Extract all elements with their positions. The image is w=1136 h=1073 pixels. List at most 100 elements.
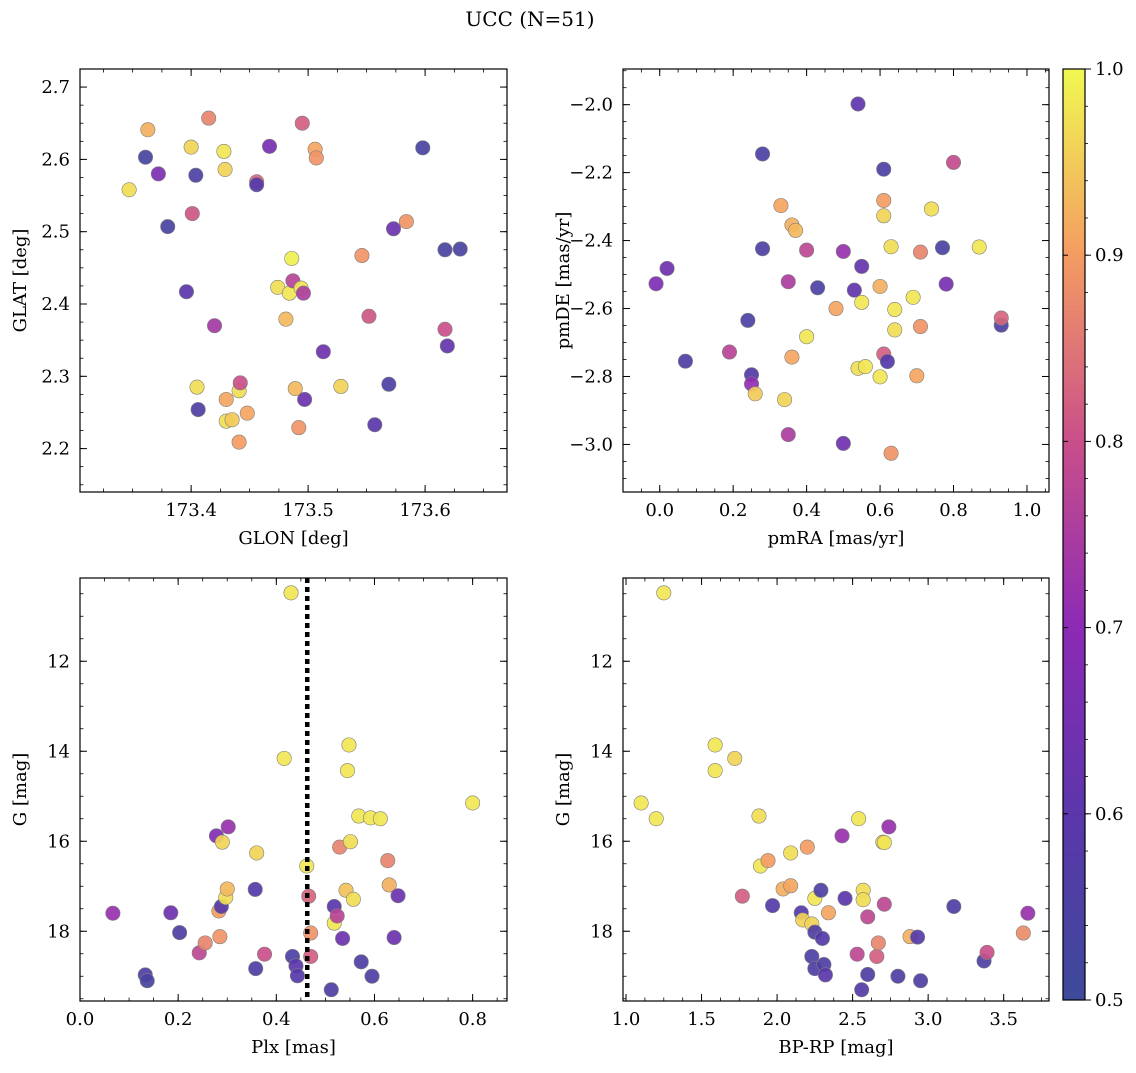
axes-frame bbox=[79, 68, 508, 493]
panel-pmra-pmde: 0.0 0.2 0.4 0.6 0.8 1.0 −3.0 −2.8 −2.6 −2.4 −2.2 −2… bbox=[553, 68, 1050, 549]
x-tick-label: 0.0 bbox=[645, 500, 674, 521]
data-point bbox=[835, 435, 851, 451]
data-point bbox=[308, 150, 324, 166]
colorbar-tick-label: 0.9 bbox=[1095, 245, 1124, 266]
data-point bbox=[854, 294, 870, 310]
data-point bbox=[121, 182, 137, 198]
data-point bbox=[297, 391, 313, 407]
data-point bbox=[329, 908, 345, 924]
data-point bbox=[648, 811, 664, 827]
data-point bbox=[353, 954, 369, 970]
data-point bbox=[813, 882, 829, 898]
data-point bbox=[341, 737, 357, 753]
data-point bbox=[257, 946, 273, 962]
scatter-points bbox=[121, 110, 468, 450]
data-point bbox=[178, 284, 194, 300]
x-tick-label: 2.5 bbox=[838, 1009, 867, 1030]
x-tick-label: 173.6 bbox=[399, 500, 451, 521]
data-point bbox=[777, 392, 793, 408]
data-point bbox=[342, 834, 358, 850]
data-point bbox=[139, 973, 155, 989]
data-point bbox=[835, 243, 851, 259]
y-axis-label: GLAT [deg] bbox=[10, 229, 31, 333]
y-tick-label: 18 bbox=[47, 921, 70, 942]
data-point bbox=[677, 353, 693, 369]
data-point bbox=[184, 206, 200, 222]
data-point bbox=[734, 888, 750, 904]
data-point bbox=[755, 241, 771, 257]
data-point bbox=[780, 274, 796, 290]
data-point bbox=[846, 282, 862, 298]
data-point bbox=[372, 811, 388, 827]
data-point bbox=[212, 929, 228, 945]
y-tick-label: 12 bbox=[47, 651, 70, 672]
data-point bbox=[659, 260, 675, 276]
data-point bbox=[834, 828, 850, 844]
data-point bbox=[1020, 905, 1036, 921]
scatter-points bbox=[648, 96, 1009, 461]
data-point bbox=[465, 795, 481, 811]
data-point bbox=[946, 898, 962, 914]
data-point bbox=[912, 244, 928, 260]
data-point bbox=[870, 935, 886, 951]
data-point bbox=[437, 321, 453, 337]
data-point bbox=[361, 308, 377, 324]
data-point bbox=[339, 763, 355, 779]
data-point bbox=[747, 386, 763, 402]
data-point bbox=[876, 835, 892, 851]
data-point bbox=[287, 381, 303, 397]
data-point bbox=[381, 877, 397, 893]
x-tick-label: 0.4 bbox=[792, 500, 821, 521]
data-point bbox=[1015, 925, 1031, 941]
data-point bbox=[207, 318, 223, 334]
x-axis-label: BP-RP [mag] bbox=[778, 1037, 893, 1058]
colorbar-tick-label: 0.5 bbox=[1095, 990, 1124, 1011]
x-tick-label: 1.0 bbox=[1013, 500, 1042, 521]
x-tick-label: 0.8 bbox=[939, 500, 968, 521]
x-tick-label: 0.8 bbox=[458, 1009, 487, 1030]
y-axis-label: G [mag] bbox=[10, 753, 31, 826]
data-point bbox=[890, 968, 906, 984]
data-point bbox=[239, 405, 255, 421]
data-point bbox=[740, 312, 756, 328]
figure-title: UCC (N=51) bbox=[465, 7, 594, 31]
y-tick-label: −2.2 bbox=[569, 163, 613, 184]
data-point bbox=[648, 276, 664, 292]
y-tick-label: 2.7 bbox=[41, 77, 70, 98]
data-point bbox=[855, 892, 871, 908]
data-point bbox=[755, 146, 771, 162]
data-point bbox=[163, 905, 179, 921]
data-point bbox=[814, 930, 830, 946]
data-point bbox=[415, 140, 431, 156]
data-point bbox=[278, 311, 294, 327]
data-point bbox=[799, 839, 815, 855]
colorbar-tick-label: 0.8 bbox=[1095, 431, 1124, 452]
data-point bbox=[323, 982, 339, 998]
x-tick-label: 2.0 bbox=[763, 1009, 792, 1030]
x-tick-label: 1.5 bbox=[687, 1009, 716, 1030]
data-point bbox=[294, 115, 310, 131]
data-point bbox=[854, 258, 870, 274]
data-point bbox=[138, 149, 154, 165]
data-point bbox=[367, 417, 383, 433]
x-tick-label: 173.4 bbox=[165, 500, 217, 521]
y-tick-label: 2.6 bbox=[41, 149, 70, 170]
y-tick-label: −2.0 bbox=[569, 95, 613, 116]
data-point bbox=[783, 845, 799, 861]
data-point bbox=[380, 853, 396, 869]
x-tick-label: 0.2 bbox=[719, 500, 748, 521]
colorbar: 0.5 0.6 0.7 0.8 0.9 1.0 bbox=[1062, 59, 1124, 1011]
data-point bbox=[354, 248, 370, 264]
data-point bbox=[780, 427, 796, 443]
data-point bbox=[105, 905, 121, 921]
data-point bbox=[172, 925, 188, 941]
data-point bbox=[295, 285, 311, 301]
data-point bbox=[390, 888, 406, 904]
data-point bbox=[799, 242, 815, 258]
data-point bbox=[707, 737, 723, 753]
data-point bbox=[386, 930, 402, 946]
axes-frame bbox=[79, 577, 508, 1002]
data-point bbox=[869, 948, 885, 964]
data-point bbox=[291, 420, 307, 436]
